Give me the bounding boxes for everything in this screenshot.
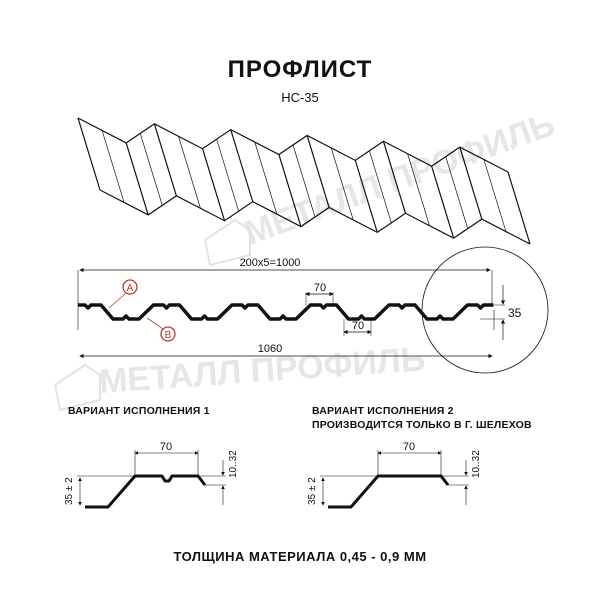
sheet-rib-line: [201, 148, 226, 221]
marker-b-leader: [146, 317, 164, 330]
top-flat-label: 70: [314, 282, 326, 294]
marker-a-leader: [108, 292, 127, 309]
profile-cross-section: [78, 303, 494, 321]
watermark-logo-1: [203, 218, 251, 267]
sheet-rib-line: [382, 141, 407, 214]
sheet-rib-line: [278, 154, 302, 227]
detail-callout-circle: [421, 246, 549, 374]
variant1-height-label: 35 ± 2: [64, 477, 75, 505]
marker-b: B: [165, 330, 172, 341]
variant-profile: [85, 474, 207, 509]
marker-b-circle: [160, 326, 176, 342]
pitch-label: 200x5=1000: [240, 257, 301, 269]
sheet-rib-line: [230, 129, 254, 202]
variant-1-detail: [77, 450, 226, 509]
profile-sheet-3d-view: [77, 117, 531, 245]
variant1-caption: ВАРИАНТ ИСПОЛНЕНИЯ 1: [68, 405, 210, 417]
bottom-flat-label: 70: [352, 320, 364, 332]
variant1-edge-label: 10..32: [228, 450, 239, 478]
watermark-text-1: МЕТАЛЛ ПРОФИЛЬ: [240, 105, 560, 252]
sheet-fold-line: [445, 156, 469, 229]
sheet-rib-line: [459, 146, 483, 220]
marker-a: A: [127, 283, 134, 294]
sheet-fold-line: [483, 159, 507, 232]
marker-a-circle: [122, 279, 138, 295]
variant2-width-label: 70: [403, 441, 415, 453]
main-profile-section: 200x5=1000 1060 70 70 35 A B: [77, 246, 549, 374]
sheet-rib-line: [431, 166, 455, 239]
variant1-width-label: 70: [160, 441, 172, 453]
watermark-logo-2: [53, 363, 101, 412]
sheet-fold-line: [369, 150, 392, 223]
sheet-fold-line: [101, 130, 125, 203]
sheet-fold-line: [407, 153, 430, 226]
page-title: ПРОФЛИСТ: [227, 56, 373, 83]
sheet-fold-line: [178, 136, 201, 209]
variant2-height-label: 35 ± 2: [307, 477, 318, 505]
page-subtitle: НС-35: [281, 90, 319, 105]
variant2-edge-label: 10..32: [471, 450, 482, 478]
variant2-caption-line2: ПРОИЗВОДИТСЯ ТОЛЬКО В Г. ШЕЛЕХОВ: [312, 419, 532, 431]
sheet-fold-line: [216, 139, 239, 212]
sheet-rib-line: [125, 142, 149, 216]
variant-profile: [328, 474, 450, 509]
sheet-fold-line: [330, 147, 354, 221]
material-thickness-note: ТОЛЩИНА МАТЕРИАЛА 0,45 - 0,9 ММ: [173, 549, 427, 564]
sheet-fold-line: [139, 133, 163, 206]
sheet-rib-line: [306, 135, 330, 208]
sheet-rib-line: [354, 160, 378, 233]
sheet-fold-line: [292, 144, 316, 218]
total-width-label: 1060: [258, 343, 282, 355]
variant2-caption-line1: ВАРИАНТ ИСПОЛНЕНИЯ 2: [312, 405, 454, 417]
height-label: 35: [508, 306, 522, 320]
variant-2-detail: [320, 450, 469, 509]
sheet-rib-line: [77, 117, 101, 191]
sheet-rib-line: [153, 123, 177, 196]
sheet-fold-line: [254, 141, 278, 215]
watermark: МЕТАЛЛ ПРОФИЛЬ МЕТАЛЛ ПРОФИЛЬ: [53, 105, 560, 412]
sheet-rib-line: [507, 171, 531, 245]
